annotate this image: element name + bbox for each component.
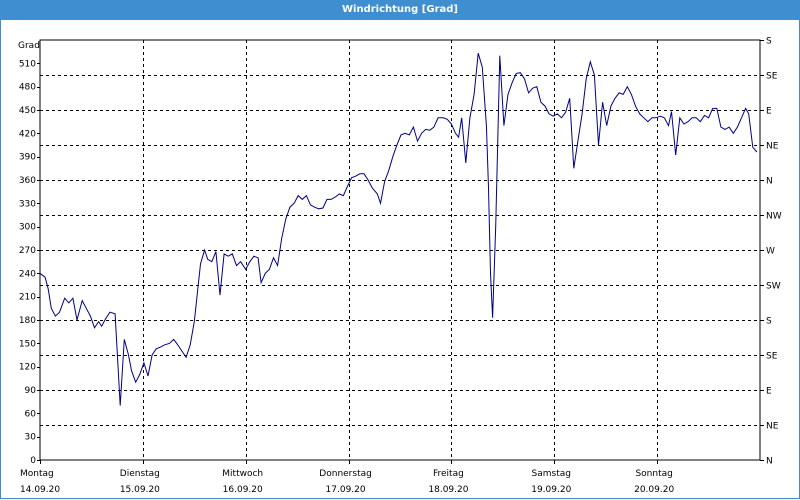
right-tick-label: S [766,37,772,47]
left-tick-label: 60 [25,409,37,419]
left-tick-label: 90 [25,386,37,396]
x-tick-date: 16.09.20 [223,485,263,495]
axis-labels: N NE E SE S SW W NW N NE E SE S 0 30 60 90 120 150 180 210 24… [18,37,782,496]
window-title: Windrichtung [Grad] [0,0,800,20]
y-axis-title: Grad [18,41,40,51]
right-tick-label: E [766,387,772,397]
left-tick-label: 240 [19,269,36,279]
left-tick-label: 420 [19,129,36,139]
left-tick-label: 360 [19,176,36,186]
x-tick-date: 19.09.20 [531,485,571,495]
right-tick-label: NW [766,212,782,222]
x-tick-date: 17.09.20 [326,485,366,495]
left-tick-label: 450 [19,106,36,116]
x-tick-day: Sonntag [635,469,672,479]
left-tick-label: 0 [30,456,36,466]
x-tick-day: Mittwoch [222,469,263,479]
x-tick-date: 15.09.20 [120,485,160,495]
left-tick-label: 300 [19,223,36,233]
x-tick-day: Donnerstag [319,469,372,479]
right-tick-label: S [766,317,772,327]
right-tick-label: N [766,457,773,467]
chart-grid [37,39,764,464]
x-tick-date: 20.09.20 [634,485,674,495]
right-tick-label: NE [766,422,779,432]
x-tick-date: 14.09.20 [20,485,60,495]
x-tick-day: Freitag [433,469,464,479]
left-tick-label: 210 [19,293,36,303]
left-tick-label: 120 [19,363,36,373]
left-tick-label: 270 [19,246,36,256]
x-tick-date: 18.09.20 [428,485,468,495]
x-tick-day: Dienstag [120,469,160,479]
left-tick-label: 150 [19,339,36,349]
right-tick-label: SE [766,72,778,82]
left-tick-label: 30 [25,433,37,443]
series-line [39,53,758,406]
right-tick-label: N [766,177,773,187]
left-tick-label: 510 [19,59,36,69]
right-tick-label: SW [766,282,781,292]
chart-series [39,53,758,406]
right-tick-label: W [766,247,775,257]
left-tick-label: 180 [19,316,36,326]
x-tick-day: Montag [20,469,54,479]
left-tick-label: 330 [19,199,36,209]
right-tick-label: E [766,107,772,117]
left-tick-label: 480 [19,83,36,93]
x-tick-day: Samstag [532,469,571,479]
right-tick-label: NE [766,142,779,152]
right-tick-label: SE [766,352,778,362]
left-tick-label: 390 [19,153,36,163]
